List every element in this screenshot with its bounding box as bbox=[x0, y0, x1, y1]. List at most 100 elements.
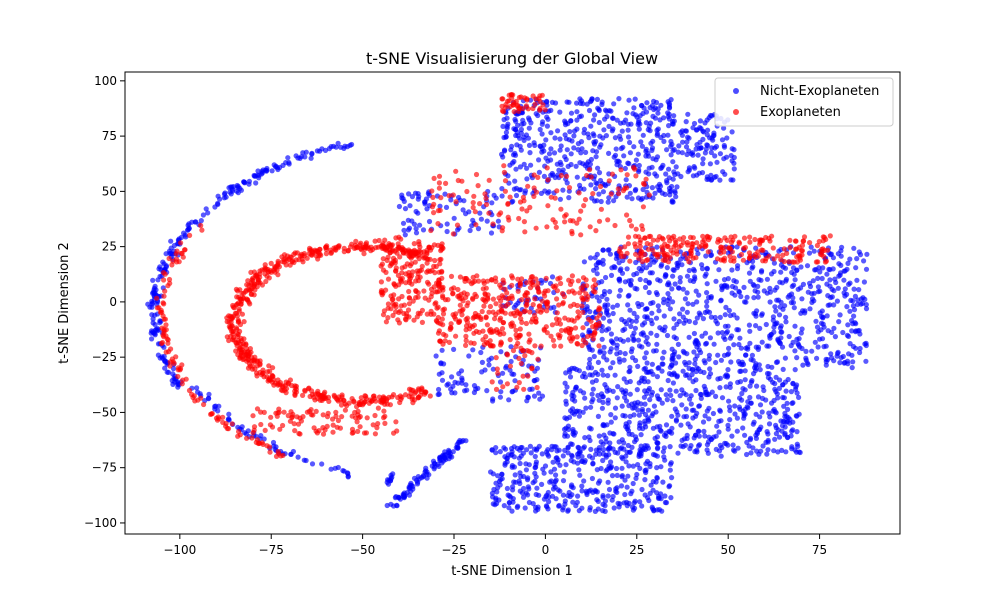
data-point bbox=[642, 235, 648, 241]
data-point bbox=[607, 365, 614, 371]
data-point bbox=[480, 328, 486, 334]
data-point bbox=[594, 294, 600, 300]
data-point bbox=[713, 393, 719, 399]
data-point bbox=[570, 426, 576, 433]
data-point bbox=[622, 351, 628, 357]
data-point bbox=[544, 99, 550, 105]
data-point bbox=[440, 311, 447, 317]
data-point bbox=[654, 474, 660, 481]
data-point bbox=[783, 449, 789, 455]
data-point bbox=[205, 210, 211, 216]
data-point bbox=[392, 248, 398, 254]
data-point bbox=[666, 166, 672, 172]
data-point bbox=[606, 178, 612, 184]
data-point bbox=[661, 445, 667, 451]
data-point bbox=[714, 159, 720, 165]
data-point bbox=[562, 315, 568, 321]
data-point bbox=[658, 263, 664, 269]
data-point bbox=[564, 147, 570, 153]
data-point bbox=[320, 412, 326, 418]
data-point bbox=[785, 294, 791, 300]
data-point bbox=[327, 247, 333, 253]
data-point bbox=[562, 122, 569, 128]
data-point bbox=[424, 260, 430, 266]
data-point bbox=[224, 425, 230, 432]
data-point bbox=[672, 188, 678, 194]
data-point bbox=[424, 206, 430, 212]
data-point bbox=[500, 384, 506, 390]
data-point bbox=[448, 286, 455, 292]
data-point bbox=[466, 209, 472, 215]
data-point bbox=[535, 112, 541, 119]
data-point bbox=[685, 134, 691, 140]
data-point bbox=[673, 388, 679, 394]
data-point bbox=[753, 323, 759, 329]
data-point bbox=[507, 363, 513, 369]
data-point bbox=[235, 433, 241, 439]
data-point bbox=[659, 400, 665, 406]
data-point bbox=[297, 431, 303, 437]
data-point bbox=[718, 357, 725, 363]
data-point bbox=[684, 151, 690, 158]
data-point bbox=[785, 406, 791, 412]
data-point bbox=[639, 195, 646, 202]
data-point bbox=[501, 169, 507, 175]
data-point bbox=[752, 288, 758, 294]
data-point bbox=[668, 143, 674, 149]
data-point bbox=[666, 116, 673, 122]
data-point bbox=[696, 442, 703, 448]
data-point bbox=[599, 328, 605, 334]
data-point bbox=[636, 167, 642, 173]
data-point bbox=[250, 413, 256, 419]
data-point bbox=[162, 365, 168, 371]
data-point bbox=[666, 123, 672, 129]
data-point bbox=[493, 278, 499, 285]
data-point bbox=[393, 268, 399, 274]
data-point bbox=[562, 154, 568, 160]
data-point bbox=[847, 256, 853, 262]
data-point bbox=[323, 251, 329, 257]
x-tick-label: −50 bbox=[350, 543, 375, 557]
data-point bbox=[742, 377, 748, 383]
data-point bbox=[551, 466, 558, 472]
data-point bbox=[427, 393, 433, 399]
data-point bbox=[455, 439, 462, 445]
data-point bbox=[641, 251, 648, 257]
data-point bbox=[268, 260, 274, 266]
data-point bbox=[226, 411, 232, 417]
data-point bbox=[608, 346, 614, 352]
data-point bbox=[641, 375, 647, 381]
data-point bbox=[728, 359, 734, 365]
data-point bbox=[770, 314, 777, 320]
data-point bbox=[431, 263, 437, 269]
data-point bbox=[493, 480, 499, 486]
data-point bbox=[573, 384, 579, 390]
data-point bbox=[813, 259, 820, 265]
data-point bbox=[662, 493, 668, 499]
data-point bbox=[631, 144, 637, 150]
data-point bbox=[532, 101, 538, 107]
data-point bbox=[624, 266, 630, 272]
data-point bbox=[300, 392, 306, 398]
data-point bbox=[627, 139, 633, 146]
data-point bbox=[267, 449, 273, 455]
data-point bbox=[605, 373, 611, 379]
data-point bbox=[609, 473, 616, 479]
data-point bbox=[699, 266, 706, 272]
data-point bbox=[396, 244, 402, 250]
data-point bbox=[302, 154, 308, 160]
data-point bbox=[448, 197, 454, 203]
data-point bbox=[539, 131, 545, 137]
data-point bbox=[163, 349, 169, 355]
data-point bbox=[630, 355, 636, 361]
data-point bbox=[500, 123, 506, 129]
data-point bbox=[596, 106, 602, 112]
data-point bbox=[636, 117, 642, 123]
data-point bbox=[261, 374, 267, 380]
data-point bbox=[565, 163, 571, 169]
data-point bbox=[775, 395, 781, 401]
data-point bbox=[517, 460, 523, 467]
data-point bbox=[625, 302, 631, 308]
data-point bbox=[465, 300, 471, 306]
data-point bbox=[515, 122, 521, 128]
